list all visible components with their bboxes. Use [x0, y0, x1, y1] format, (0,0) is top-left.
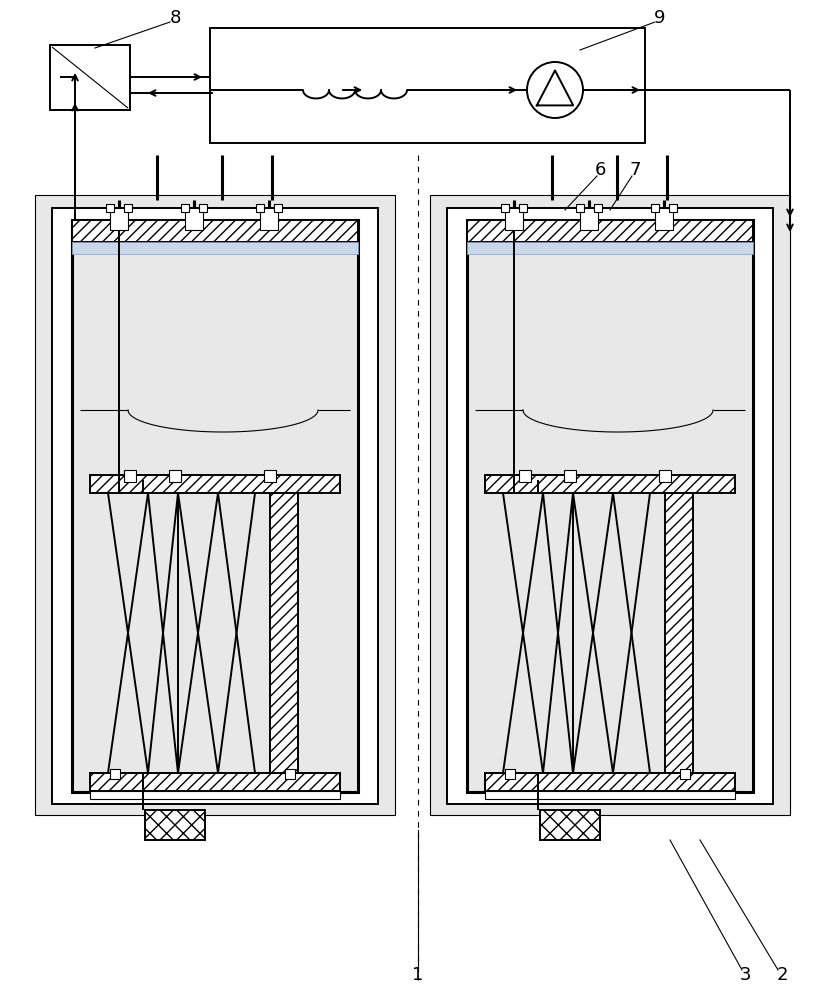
Bar	[270, 493, 298, 773]
Bar	[285, 769, 295, 779]
Bar	[50, 45, 130, 110]
Bar	[519, 204, 527, 212]
Bar	[52, 208, 378, 804]
Bar	[580, 208, 598, 230]
Bar	[655, 208, 673, 230]
Bar	[594, 204, 602, 212]
Bar	[72, 220, 358, 792]
Bar	[665, 493, 693, 773]
Bar	[199, 204, 207, 212]
Bar	[467, 220, 753, 792]
Bar	[90, 475, 340, 493]
Bar	[519, 470, 531, 482]
Bar	[485, 791, 735, 799]
Bar	[501, 204, 509, 212]
Bar	[485, 773, 735, 791]
Bar	[90, 791, 340, 799]
Bar	[110, 208, 128, 230]
Text: 9: 9	[655, 9, 665, 27]
Text: 1: 1	[412, 966, 423, 984]
Bar	[256, 204, 264, 212]
Bar	[72, 220, 358, 242]
Bar	[430, 195, 790, 815]
Bar	[505, 208, 523, 230]
Bar	[485, 475, 735, 493]
Bar	[124, 204, 132, 212]
Bar	[680, 769, 690, 779]
Text: 7: 7	[630, 161, 640, 179]
Bar	[90, 773, 340, 791]
Bar	[181, 204, 189, 212]
Bar	[467, 220, 753, 242]
Bar	[260, 208, 278, 230]
Bar	[110, 769, 120, 779]
Bar	[185, 208, 203, 230]
Text: 6: 6	[595, 161, 605, 179]
Bar	[264, 470, 276, 482]
Bar	[659, 470, 671, 482]
Bar	[106, 204, 114, 212]
Bar	[145, 810, 205, 840]
Bar	[124, 470, 136, 482]
Bar	[35, 195, 395, 815]
Bar	[90, 773, 340, 791]
Bar	[467, 242, 753, 254]
Bar	[505, 769, 515, 779]
Bar	[576, 204, 584, 212]
Bar	[169, 470, 181, 482]
Text: 8: 8	[170, 9, 180, 27]
Bar	[210, 28, 645, 143]
Bar	[178, 493, 298, 773]
Bar	[669, 204, 677, 212]
Bar	[540, 810, 600, 840]
Bar	[564, 470, 576, 482]
Bar	[573, 493, 693, 773]
Bar	[485, 773, 735, 791]
Bar	[274, 204, 282, 212]
Text: 3: 3	[739, 966, 751, 984]
Text: 2: 2	[777, 966, 787, 984]
Circle shape	[527, 62, 583, 118]
Bar	[447, 208, 773, 804]
Bar	[72, 242, 358, 254]
Bar	[651, 204, 659, 212]
